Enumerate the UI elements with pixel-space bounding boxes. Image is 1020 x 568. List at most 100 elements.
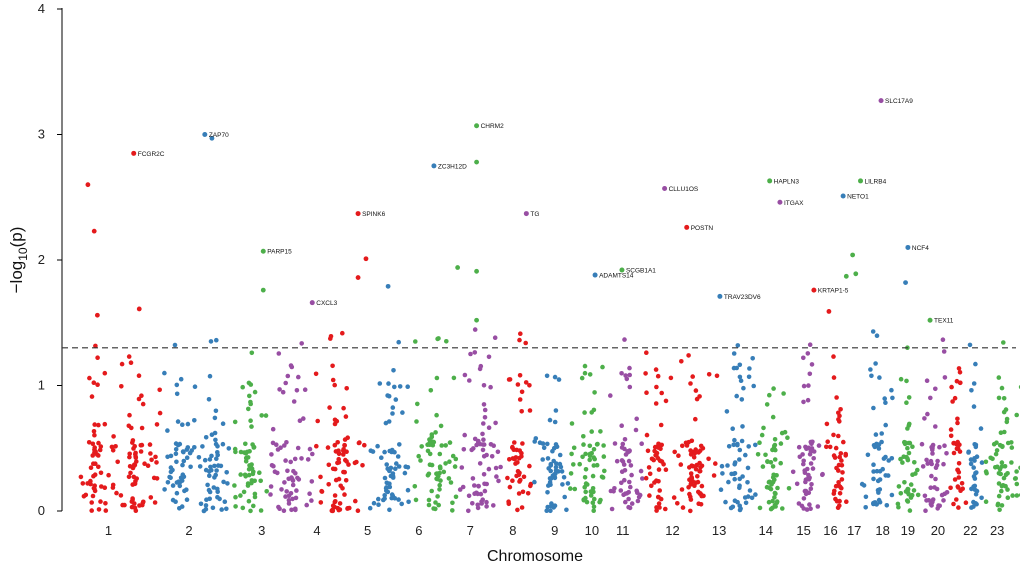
snp-point [622, 337, 627, 342]
snp-point [833, 496, 838, 502]
snp-point [933, 476, 938, 482]
snp-point [460, 484, 466, 490]
snp-point [541, 445, 547, 451]
snp-point [831, 432, 836, 438]
snp-point [523, 340, 528, 346]
snp-point [772, 437, 778, 442]
snp-point [772, 457, 778, 462]
snp-point [634, 488, 639, 494]
snp-point [268, 492, 273, 497]
snp-point [94, 312, 100, 318]
snp-point [299, 341, 305, 346]
snp-point [652, 448, 657, 454]
snp-point [971, 381, 977, 386]
snp-point [517, 337, 522, 343]
snp-point [426, 502, 432, 508]
snp-point [618, 488, 624, 493]
snp-point [557, 461, 563, 467]
snp-point [747, 366, 752, 371]
snp-point [294, 488, 299, 493]
snp-point [425, 473, 431, 478]
snp-point [562, 494, 567, 500]
snp-point [956, 366, 962, 371]
snp-point [215, 486, 220, 492]
snp-point [688, 508, 693, 514]
snp-point [720, 471, 725, 476]
snp-point [746, 444, 751, 449]
snp-point [289, 507, 294, 513]
snp-point [258, 478, 264, 484]
snp-point [480, 431, 485, 437]
snp-point [544, 373, 550, 379]
snp-point [653, 401, 659, 406]
snp-point [766, 499, 772, 505]
snp-point [968, 457, 974, 462]
gene-label: HAPLN3 [774, 178, 800, 185]
snp-point [831, 375, 837, 380]
snp-point [577, 461, 582, 467]
snp-point [216, 463, 221, 468]
snp-point [482, 481, 487, 487]
snp-point [654, 505, 659, 510]
snp-point [257, 470, 262, 476]
snp-point [282, 443, 287, 448]
snp-point [305, 457, 311, 462]
snp-point [951, 441, 956, 446]
snp-point [532, 439, 537, 444]
snp-point [353, 498, 358, 504]
snp-point [690, 463, 696, 469]
snp-point [450, 500, 455, 506]
snp-point [941, 498, 946, 503]
snp-point [376, 502, 381, 508]
snp-point [344, 459, 349, 464]
snp-point [165, 480, 171, 485]
snp-point [284, 489, 290, 494]
snp-point [552, 419, 558, 425]
snp-point [972, 476, 978, 481]
snp-point [1009, 460, 1014, 465]
snp-point [90, 453, 95, 458]
snp-point [251, 503, 256, 509]
snp-point [260, 287, 266, 293]
snp-point [367, 505, 373, 511]
snp-point [732, 437, 737, 443]
snp-point [252, 478, 257, 484]
snp-point [886, 458, 891, 463]
snp-point [388, 465, 394, 471]
snp-point [474, 159, 479, 165]
snp-point [275, 447, 281, 452]
annotated-snp-point [717, 293, 723, 299]
snp-point [751, 383, 756, 389]
snp-point [289, 364, 295, 370]
snp-point [390, 411, 395, 416]
snp-point [621, 492, 626, 498]
snp-point [247, 463, 252, 468]
snp-point [598, 497, 603, 503]
snp-point [801, 496, 807, 501]
snp-point [479, 501, 485, 506]
snp-point [173, 447, 179, 452]
snp-point [688, 494, 693, 500]
snp-point [1003, 407, 1009, 412]
snp-point [427, 462, 433, 468]
snp-point [741, 385, 746, 391]
snp-point [241, 489, 247, 495]
snp-point [911, 488, 917, 493]
snp-point [379, 455, 384, 461]
snp-point [759, 432, 765, 438]
snp-point [837, 419, 842, 424]
snp-point [243, 451, 249, 456]
snp-point [1003, 472, 1009, 478]
snp-point [583, 451, 588, 457]
snp-point [429, 488, 435, 494]
x-tick-label: 10 [585, 523, 599, 538]
snp-point [523, 380, 529, 385]
x-tick-label: 6 [415, 523, 422, 538]
snp-point [427, 437, 432, 442]
snp-point [133, 450, 138, 456]
snp-point [335, 505, 341, 511]
snp-point [569, 451, 574, 457]
snp-point [808, 506, 813, 512]
snp-point [743, 452, 748, 458]
snp-point [333, 499, 338, 504]
